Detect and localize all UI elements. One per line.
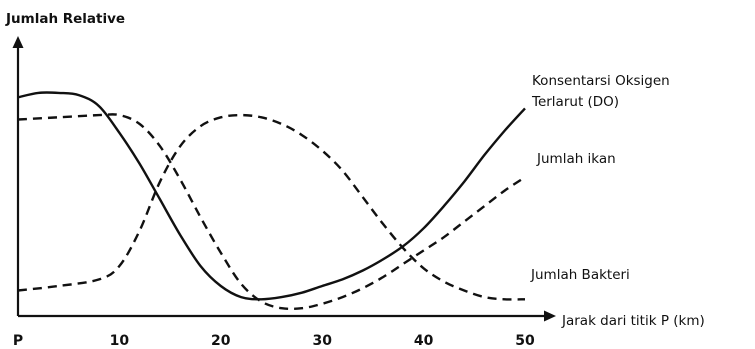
series-label-do: Konsentarsi Oksigen Terlarut (DO): [531, 73, 670, 110]
y-axis-arrow-icon: [12, 36, 24, 48]
series-label-line: Jumlah ikan: [536, 151, 616, 167]
series-label-line: Konsentarsi Oksigen: [532, 73, 670, 89]
series-lines: [17, 91, 526, 311]
series-label-line: Jumlah Bakteri: [530, 267, 630, 283]
x-tick-label: 20: [211, 333, 231, 349]
series-label-bakteri: Jumlah Bakteri: [530, 267, 630, 283]
x-tick-label: 30: [312, 333, 332, 349]
series-label-line: Terlarut (DO): [531, 94, 619, 110]
x-tick-labels: P 10 20 30 40 50: [13, 333, 535, 349]
x-tick-label: P: [13, 333, 23, 349]
x-axis-arrow-icon: [544, 310, 556, 322]
series-labels: Konsentarsi Oksigen Terlarut (DO) Jumlah i…: [530, 73, 670, 283]
series-bakteri-line: [17, 113, 526, 301]
series-label-ikan: Jumlah ikan: [536, 151, 616, 167]
x-tick-label: 10: [110, 333, 130, 349]
x-tick-label: 40: [414, 333, 434, 349]
x-axis-label: Jarak dari titik P (km): [561, 313, 705, 329]
x-tick-label: 50: [515, 333, 535, 349]
y-axis-label: Jumlah Relative: [5, 11, 125, 27]
series-do-line: [17, 91, 526, 301]
series-ikan-line: [17, 113, 526, 311]
